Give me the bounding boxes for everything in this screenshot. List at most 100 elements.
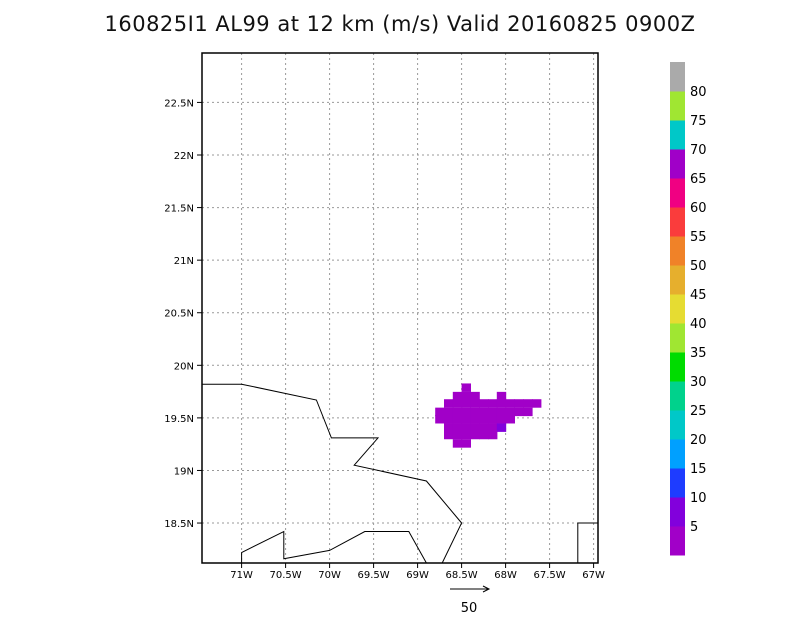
wind-cell (470, 407, 480, 417)
colorbar-label: 75 (690, 114, 707, 129)
x-tick-label: 68.5W (446, 570, 478, 581)
wind-cell (452, 399, 463, 408)
plot-frame (201, 52, 599, 564)
wind-cell (461, 439, 471, 448)
wind-cell (461, 430, 471, 440)
coastline-segment (241, 530, 427, 564)
wind-cell (523, 407, 533, 417)
x-tick-label: 69.5W (358, 570, 390, 581)
colorbar-label: 70 (690, 143, 707, 158)
wind-cell (523, 399, 533, 408)
wind-cell (514, 407, 524, 417)
wind-cell (470, 391, 480, 401)
x-tick-label: 68W (494, 570, 517, 581)
x-tick-label: 69W (406, 570, 429, 581)
x-tick-label: 70.5W (270, 570, 302, 581)
colorbar-segment (670, 294, 685, 324)
colorbar-segment (670, 265, 685, 295)
wind-cell (452, 407, 463, 417)
wind-cell (470, 399, 480, 408)
colorbar-segment (670, 352, 685, 382)
x-tick-label: 71W (230, 570, 253, 581)
colorbar-segment (670, 207, 685, 237)
wind-cell (452, 414, 463, 424)
y-tick-label: 22.5N (164, 98, 194, 109)
x-axis-ticks: 71W 70.5W 70W 69.5W 69W 68.5W 68W 67.5W 67W (230, 563, 605, 581)
wind-cell (435, 414, 445, 424)
colorbar-segment (670, 62, 685, 92)
colorbar-segment (670, 91, 685, 121)
wind-cell (444, 423, 454, 432)
wind-cell (470, 414, 480, 424)
y-tick-label: 19N (174, 466, 194, 477)
wind-cell (461, 383, 471, 392)
colorbar-label: 40 (690, 317, 707, 332)
y-tick-label: 18.5N (164, 519, 194, 530)
wind-cell (514, 399, 524, 408)
wind-cell (479, 399, 489, 408)
wind-cell (444, 430, 454, 440)
colorbar-label: 80 (690, 85, 707, 100)
colorbar-segment (670, 468, 685, 498)
wind-cell (444, 407, 454, 417)
colorbar-label: 45 (690, 288, 707, 303)
wind-cell (496, 423, 507, 432)
colorbar-segment (670, 381, 685, 411)
colorbar-label: 60 (690, 201, 707, 216)
wind-cell (452, 439, 463, 448)
reference-vector-label: 50 (461, 601, 478, 616)
colorbar-label: 55 (690, 230, 707, 245)
colorbar-label: 10 (690, 491, 707, 506)
colorbar-label: 30 (690, 375, 707, 390)
wind-cell (479, 430, 489, 440)
colorbar-segment (670, 120, 685, 150)
reference-arrow-head (482, 585, 491, 593)
colorbar-label: 25 (690, 404, 707, 419)
wind-cell (435, 407, 445, 417)
y-axis-ticks: 18.5N 19N 19.5N 20N 20.5N 21N 21.5N 22N 22.5N (164, 98, 202, 530)
wind-cell (452, 430, 463, 440)
wind-cell (470, 430, 480, 440)
wind-cell (461, 423, 471, 432)
colorbar-segment (670, 497, 685, 527)
colorbar-segment (670, 178, 685, 208)
wind-cell (452, 391, 463, 401)
wind-cell (479, 407, 489, 417)
colorbar-segment (670, 410, 685, 440)
wind-cell (444, 414, 454, 424)
colorbar-segment (670, 149, 685, 179)
wind-cell (452, 423, 463, 432)
colorbar-segment (670, 526, 685, 556)
x-tick-label: 70W (318, 570, 341, 581)
colorbar-label: 20 (690, 433, 707, 448)
y-tick-label: 21N (174, 256, 194, 267)
wind-cell (505, 414, 515, 424)
wind-cell (505, 407, 515, 417)
x-tick-label: 67.5W (534, 570, 566, 581)
colorbar-label: 15 (690, 462, 707, 477)
grid-lines (202, 53, 598, 563)
wind-cell (488, 407, 498, 417)
colorbar-segment (670, 236, 685, 266)
coastline-segment (202, 383, 463, 564)
x-tick-label: 67W (582, 570, 605, 581)
colorbar-label: 50 (690, 259, 707, 274)
wind-cell (496, 391, 507, 401)
wind-cell (488, 430, 498, 440)
wind-cell (461, 414, 471, 424)
wind-cell (496, 414, 507, 424)
y-tick-label: 20.5N (164, 309, 194, 320)
y-tick-label: 20N (174, 361, 194, 372)
wind-cell (479, 414, 489, 424)
colorbar-segment (670, 323, 685, 353)
colorbar-label: 65 (690, 172, 707, 187)
wind-cell (488, 414, 498, 424)
reference-vector: 50 (450, 585, 491, 616)
colorbar-label: 5 (690, 520, 698, 535)
coastline-segment (577, 522, 598, 563)
wind-cell (470, 423, 480, 432)
wind-cell (505, 399, 515, 408)
y-tick-label: 22N (174, 151, 194, 162)
wind-cells (435, 383, 542, 448)
